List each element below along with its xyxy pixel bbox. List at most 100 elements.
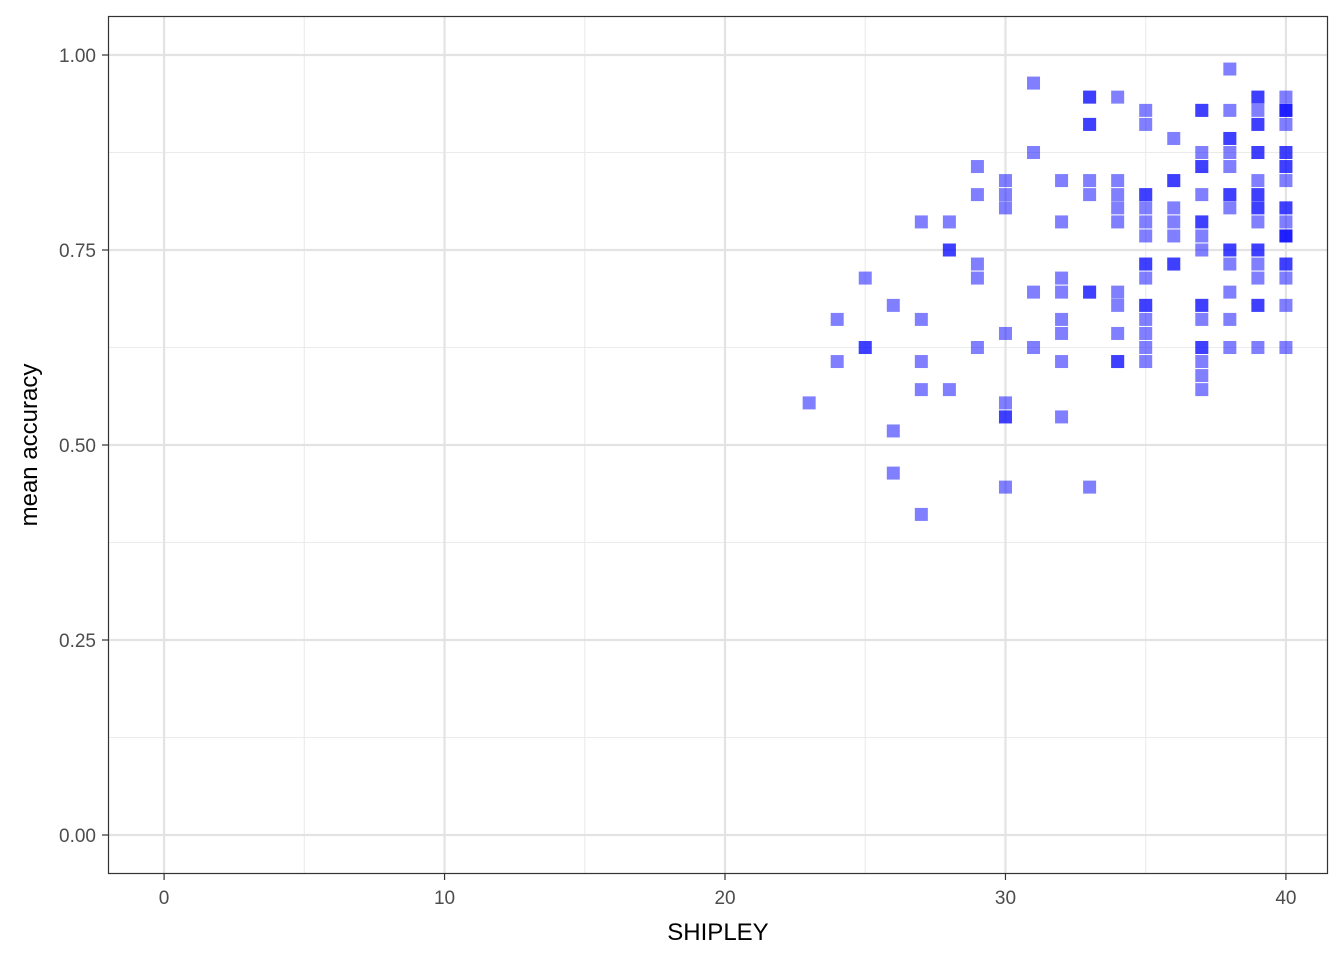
data-point (1027, 285, 1041, 299)
data-point (1111, 201, 1125, 215)
data-point (1111, 326, 1125, 340)
data-point (1195, 229, 1209, 243)
data-point (1195, 341, 1209, 354)
data-point (1195, 146, 1209, 159)
data-point (1251, 188, 1265, 202)
data-point (858, 271, 872, 285)
data-point (1027, 341, 1041, 354)
data-point (1223, 160, 1237, 174)
data-point (1139, 103, 1153, 117)
data-point (1251, 103, 1265, 117)
data-point (1279, 341, 1293, 354)
data-point (1195, 103, 1209, 117)
data-point (1055, 410, 1069, 424)
data-point (886, 466, 900, 480)
data-point (914, 215, 928, 229)
data-point (1083, 188, 1097, 202)
y-axis-ticks: 0.00 0.25 0.50 0.75 1.00 (59, 46, 108, 847)
data-point (1111, 298, 1125, 312)
data-point (998, 410, 1012, 424)
data-point (1251, 201, 1265, 215)
data-points (802, 62, 1293, 521)
data-point (1223, 62, 1237, 76)
data-point (1139, 355, 1153, 369)
x-tick-label: 0 (159, 888, 170, 909)
data-point (1195, 355, 1209, 369)
data-point (802, 396, 816, 410)
data-point (1111, 355, 1125, 369)
y-tick-label: 0.00 (59, 826, 96, 847)
data-point (1055, 355, 1069, 369)
data-point (970, 257, 984, 271)
data-point (1167, 131, 1181, 145)
data-point (998, 201, 1012, 215)
data-point (830, 355, 844, 369)
data-point (1279, 298, 1293, 312)
data-point (1111, 285, 1125, 299)
x-tick-label: 10 (434, 888, 455, 909)
data-point (1167, 257, 1181, 271)
data-point (914, 355, 928, 369)
data-point (1223, 188, 1237, 202)
major-gridlines (108, 16, 1328, 874)
data-point (1111, 188, 1125, 202)
data-point (1279, 215, 1293, 229)
y-tick-label: 0.25 (59, 631, 96, 652)
data-point (1251, 215, 1265, 229)
plot-panel-border (107, 15, 1329, 875)
data-point (1083, 117, 1097, 131)
data-point (1279, 257, 1293, 271)
y-tick-label: 0.50 (59, 436, 96, 457)
data-point (1251, 174, 1265, 188)
data-point (1279, 229, 1293, 243)
data-point (1027, 76, 1041, 90)
data-point (970, 271, 984, 285)
data-point (1195, 243, 1209, 257)
data-point (1055, 326, 1069, 340)
data-point (1055, 312, 1069, 326)
data-point (970, 341, 984, 354)
data-point (886, 424, 900, 438)
data-point (1223, 131, 1237, 145)
data-point (1027, 146, 1041, 159)
data-point (858, 341, 872, 354)
data-point (1223, 201, 1237, 215)
data-point (998, 174, 1012, 188)
data-point (1223, 243, 1237, 257)
data-point (1251, 146, 1265, 159)
data-point (1139, 341, 1153, 354)
x-tick-label: 40 (1275, 888, 1296, 909)
data-point (1223, 341, 1237, 354)
data-point (1111, 90, 1125, 104)
data-point (1139, 271, 1153, 285)
data-point (1251, 117, 1265, 131)
data-point (1251, 341, 1265, 354)
data-point (1139, 257, 1153, 271)
x-axis-ticks: 0 10 20 30 40 (159, 874, 1297, 909)
data-point (1251, 90, 1265, 104)
data-point (1055, 215, 1069, 229)
data-point (1139, 117, 1153, 131)
data-point (1279, 103, 1293, 117)
data-point (1223, 103, 1237, 117)
data-point (1083, 174, 1097, 188)
data-point (1223, 146, 1237, 159)
data-point (1251, 298, 1265, 312)
data-point (1195, 369, 1209, 383)
data-point (1055, 271, 1069, 285)
data-point (1139, 298, 1153, 312)
data-point (1279, 90, 1293, 104)
data-point (1279, 117, 1293, 131)
data-point (998, 326, 1012, 340)
x-tick-label: 30 (995, 888, 1016, 909)
data-point (830, 312, 844, 326)
data-point (1223, 312, 1237, 326)
data-point (914, 312, 928, 326)
data-point (1223, 285, 1237, 299)
data-point (1195, 312, 1209, 326)
data-point (1195, 188, 1209, 202)
data-point (1055, 174, 1069, 188)
data-point (1111, 174, 1125, 188)
data-point (942, 215, 956, 229)
